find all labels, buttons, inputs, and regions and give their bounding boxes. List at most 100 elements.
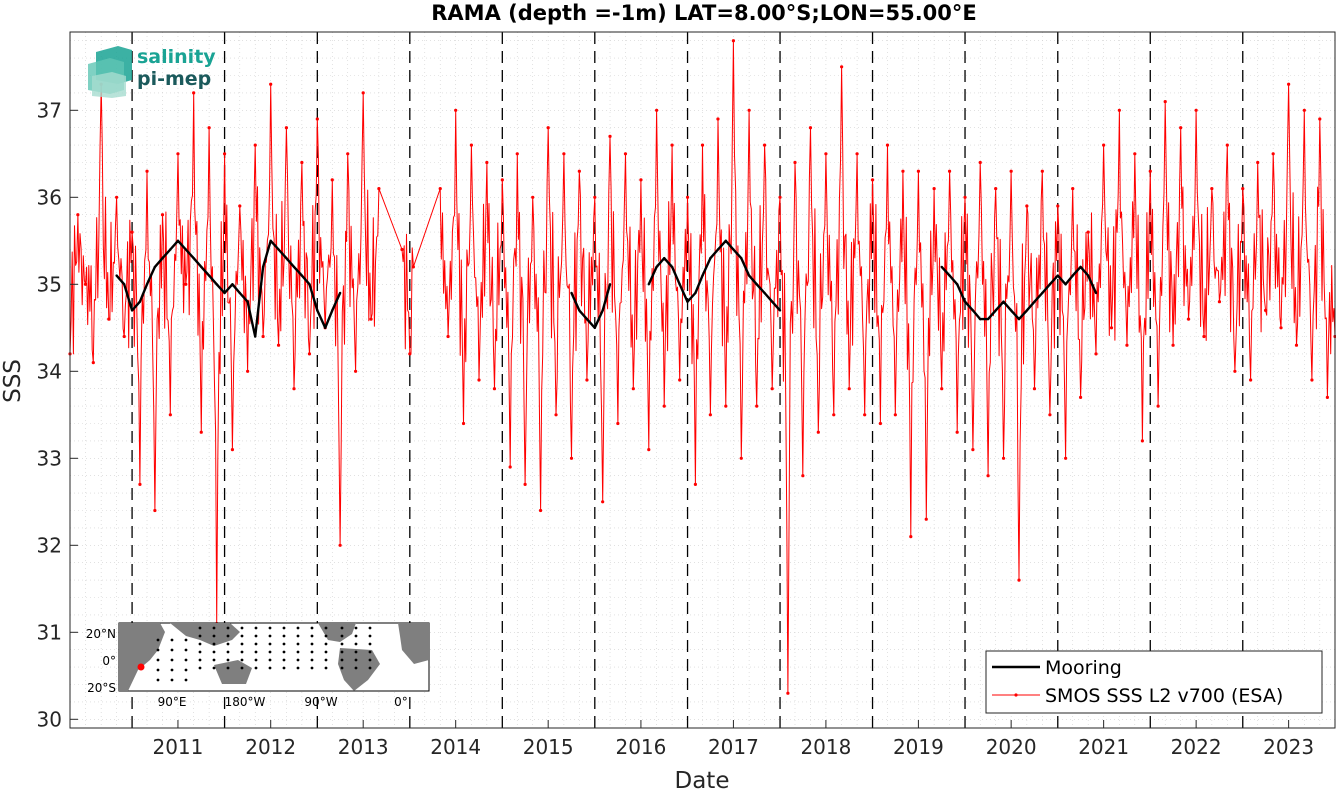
smos-data-point — [878, 421, 882, 426]
smos-data-point — [1171, 343, 1175, 347]
smos-data-point — [786, 691, 790, 695]
mooring-data-point — [184, 248, 188, 251]
mooring-dot — [198, 666, 202, 670]
smos-data-point — [438, 187, 442, 191]
mooring-dot — [254, 634, 258, 638]
x-tick-label: 2019 — [893, 735, 944, 759]
mooring-data-point — [716, 248, 720, 251]
west-africa-landmass — [398, 623, 429, 664]
mooring-dot — [354, 658, 358, 662]
mooring-dot — [156, 678, 160, 682]
smos-data-point — [1133, 152, 1137, 156]
plot-frame — [69, 31, 1336, 729]
mooring-dot — [198, 634, 202, 638]
mooring-data-point — [1009, 309, 1013, 312]
smos-data-point — [1086, 230, 1090, 234]
smos-data-point — [160, 213, 165, 217]
smos-data-point — [801, 474, 805, 478]
mooring-dot — [184, 648, 188, 652]
mooring-data-point — [1041, 291, 1044, 295]
smos-data-point — [1078, 395, 1083, 399]
australia-landmass — [214, 660, 252, 684]
smos-data-point — [446, 334, 450, 339]
mooring-data-point — [732, 248, 735, 251]
mooring-dot — [212, 626, 216, 630]
mooring-dot — [226, 666, 230, 670]
mooring-data-point — [663, 257, 666, 260]
mooring-dot — [340, 650, 344, 654]
mooring-dot — [184, 638, 188, 642]
inset-lat-label: 20°N — [86, 627, 116, 641]
mooring-data-point — [701, 274, 704, 277]
smos-data-point — [531, 195, 535, 199]
mooring-dot — [212, 650, 216, 654]
mooring-data-point — [770, 300, 774, 303]
smos-data-point — [1241, 187, 1245, 191]
mooring-dot — [368, 626, 372, 630]
mooring-dot — [340, 658, 344, 662]
smos-data-point — [1318, 117, 1322, 121]
mooring-dot — [354, 626, 358, 630]
mooring-data-point — [238, 291, 241, 295]
smos-data-point — [284, 126, 289, 130]
mooring-data-point — [192, 257, 195, 260]
mooring-data-point — [308, 283, 311, 286]
smos-data-point — [616, 421, 620, 426]
smos-data-point — [361, 91, 365, 95]
mooring-data-point — [246, 300, 249, 303]
mooring-dot — [156, 658, 160, 662]
smos-data-point — [1279, 326, 1283, 330]
smos-data-point — [885, 143, 890, 147]
mooring-dot — [254, 626, 258, 630]
mooring-dot — [226, 634, 230, 638]
smos-data-point — [739, 456, 743, 460]
smos-data-point — [1302, 108, 1306, 112]
mooring-dot — [240, 650, 244, 654]
x-tick-label: 2013 — [338, 735, 389, 759]
mooring-data-point — [169, 248, 172, 251]
smos-data-point — [1310, 378, 1314, 382]
mooring-data-point — [223, 291, 226, 295]
smos-data-point — [400, 247, 404, 252]
mooring-dot — [156, 668, 160, 672]
smos-data-point — [1140, 439, 1145, 443]
smos-data-point — [292, 387, 296, 391]
smos-data-point — [693, 482, 698, 486]
smos-data-point — [700, 143, 705, 147]
mooring-data-point — [215, 283, 218, 286]
smos-data-point — [716, 117, 720, 121]
legend-marker-smos — [1014, 693, 1018, 697]
smos-data-point — [1210, 187, 1214, 191]
smos-data-point — [662, 404, 666, 408]
mooring-data-point — [994, 309, 997, 312]
mooring-dot — [170, 638, 174, 642]
smos-data-point — [647, 448, 651, 452]
smos-data-point — [1094, 352, 1098, 356]
smos-data-point — [1040, 169, 1044, 173]
smos-data-point — [924, 517, 928, 521]
smos-data-point — [678, 378, 682, 382]
y-tick-label: 35 — [37, 272, 62, 296]
smos-data-point — [192, 91, 196, 95]
x-tick-label: 2022 — [1171, 735, 1222, 759]
mooring-data-point — [1079, 265, 1082, 269]
smos-data-point — [840, 65, 844, 69]
mooring-dot — [296, 658, 300, 662]
smos-data-point — [91, 361, 95, 365]
mooring-data-point — [694, 291, 697, 295]
smos-data-point — [1009, 169, 1013, 173]
legend: Mooring SMOS SSS L2 v700 (ESA) — [985, 650, 1323, 714]
smos-data-point — [994, 187, 998, 191]
mooring-dot — [368, 642, 372, 646]
smos-data-point — [138, 482, 142, 486]
mooring-dot — [198, 626, 202, 630]
x-tick-label: 2023 — [1263, 735, 1314, 759]
smos-data-point — [269, 82, 273, 86]
smos-data-point — [778, 195, 782, 199]
mooring-dot — [226, 658, 230, 662]
mooring-dot — [282, 642, 286, 646]
smos-data-point — [770, 387, 774, 391]
mooring-data-point — [115, 274, 118, 277]
mooring-dot — [240, 634, 244, 638]
mooring-dot — [198, 650, 202, 654]
